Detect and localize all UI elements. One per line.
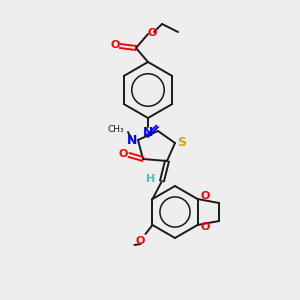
Text: O: O	[201, 191, 210, 201]
Text: O: O	[201, 222, 210, 232]
Text: O: O	[147, 28, 157, 38]
Text: CH₃: CH₃	[108, 125, 124, 134]
Text: N: N	[127, 134, 137, 146]
Text: O: O	[110, 40, 120, 50]
Text: H: H	[146, 174, 156, 184]
Text: O: O	[118, 149, 128, 159]
Text: O: O	[136, 236, 145, 246]
Text: S: S	[178, 136, 187, 149]
Text: N: N	[143, 125, 153, 139]
